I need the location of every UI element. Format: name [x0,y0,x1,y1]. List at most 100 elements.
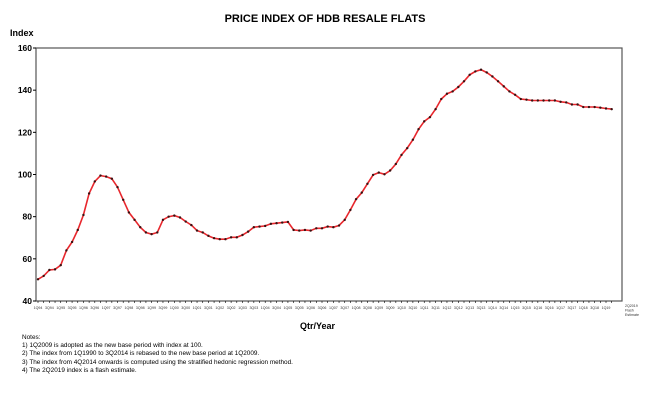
data-point [161,218,165,222]
x-tick-label: 1Q01 [193,306,202,310]
data-point [246,230,250,233]
x-tick-label: 3Q95 [68,306,77,310]
x-tick-label: 1Q05 [284,306,293,310]
data-point [428,115,432,119]
data-point [582,105,585,109]
data-point [104,175,108,178]
x-tick-label: 3Q11 [431,306,440,310]
x-tick-label: 3Q05 [295,306,304,310]
x-tick-label: 1Q03 [238,306,247,310]
data-point [411,138,415,141]
x-tick-label: 1Q12 [443,306,452,310]
x-tick-label: 1Q07 [329,306,338,310]
x-tick-label: 1Q02 [215,306,224,310]
data-point [150,232,153,236]
data-point [133,218,136,222]
data-point [343,218,346,222]
data-point [184,220,187,223]
data-point [491,75,494,78]
y-tick-label: 80 [23,212,33,222]
data-point [440,97,443,101]
x-tick-label: 1Q17 [556,306,565,310]
notes: Notes: 1) 1Q2009 is adopted as the new b… [22,334,293,375]
data-point [275,222,278,225]
x-tick-label: 1Q94 [34,306,43,310]
data-point [224,238,227,241]
x-tick-label: 3Q94 [45,306,54,310]
data-point [349,208,352,212]
data-point [530,99,534,102]
x-tick-label: 3Q13 [477,306,486,310]
x-tick-label: 3Q14 [499,306,508,310]
x-tick-label: 1Q97 [102,306,111,310]
y-tick-label: 40 [23,296,33,306]
data-point [513,93,517,97]
x-tick-label: 1Q00 [170,306,179,310]
x-tick-label: 3Q96 [90,306,99,310]
data-point [519,97,522,101]
note-1: 1) 1Q2009 is adopted as the new base per… [22,342,203,350]
data-point [116,185,119,189]
x-tick-label: 1Q99 [147,306,156,310]
data-point [303,228,307,232]
data-point [218,238,221,241]
data-point [604,107,608,110]
x-tick-label: 3Q99 [159,306,168,310]
data-point [496,80,500,83]
y-axis-label: Index [10,28,34,38]
data-point [479,68,483,71]
data-point [502,85,505,88]
data-point [122,198,125,201]
data-point [36,278,40,281]
data-point [587,105,591,109]
x-tick-label: 1Q06 [306,306,315,310]
note-3: 3) The index from 4Q2014 onwards is comp… [22,358,293,366]
data-point [281,221,284,224]
data-point [337,224,341,227]
data-point [423,120,426,123]
y-tick-label: 120 [18,127,32,137]
data-point [235,236,238,239]
data-point [445,92,449,95]
data-point [252,226,256,229]
y-tick-label: 100 [18,170,32,180]
data-point [241,233,244,237]
data-point [576,103,579,106]
x-tick-label: 3Q06 [318,306,327,310]
data-point [354,197,358,201]
x-tick-label: 1Q16 [533,306,542,310]
data-point [190,223,193,227]
data-point [388,169,392,172]
x-tick-label: 1Q14 [488,306,497,310]
data-point [525,98,528,101]
data-point [559,100,562,103]
data-point [59,263,62,267]
data-point [457,85,460,89]
x-tick-label: 1Q95 [56,306,65,310]
data-point [167,215,170,218]
x-tick-label: 3Q16 [545,306,554,310]
data-point [394,162,398,166]
chart-title: PRICE INDEX OF HDB RESALE FLATS [224,13,426,25]
data-point [110,177,114,180]
data-point [87,192,91,195]
x-tick-label: 3Q04 [272,306,281,310]
x-tick-label: 1Q08 [352,306,361,310]
data-point [48,268,51,272]
data-point [565,101,568,104]
data-point [292,228,295,232]
data-point [377,171,380,174]
notes-heading: Notes: [22,334,41,341]
series-line [37,68,612,280]
x-tick-label: 3Q15 [522,306,531,310]
data-point [434,107,437,111]
data-point [264,224,267,228]
x-tick-label-last: 2Q2019 Flash Estimate [625,304,639,317]
x-tick-label: 3Q12 [454,306,463,310]
data-point [366,182,369,185]
x-tick-label: 1Q13 [465,306,474,310]
plot-area [35,47,623,302]
data-point [298,229,301,232]
data-point [610,107,613,111]
